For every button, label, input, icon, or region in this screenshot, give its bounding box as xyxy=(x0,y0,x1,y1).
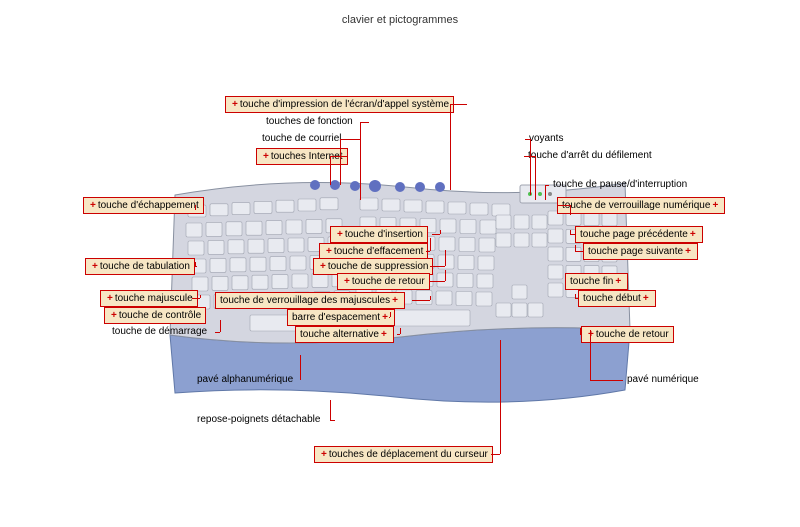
label-courriel: touche de courriel xyxy=(258,131,346,146)
label-fin: touche fin+ xyxy=(565,273,628,290)
label-impression: +touche d'impression de l'écran/d'appel … xyxy=(225,96,454,113)
label-echappement: +touche d'échappement xyxy=(83,197,204,214)
label-verrou_maj: touche de verrouillage des majuscules+ xyxy=(215,292,405,309)
label-verrou_num: touche de verrouillage numérique+ xyxy=(557,197,725,214)
page-title: clavier et pictogrammes xyxy=(0,14,800,26)
label-debut: touche début+ xyxy=(578,290,656,307)
label-insertion: +touche d'insertion xyxy=(330,226,428,243)
label-controle: +touche de contrôle xyxy=(104,307,206,324)
label-curseur: +touches de déplacement du curseur xyxy=(314,446,493,463)
label-alternative: touche alternative+ xyxy=(295,326,394,343)
label-retour2: +touche de retour xyxy=(581,326,674,343)
label-repose: repose-poignets détachable xyxy=(193,412,324,427)
label-pave_num: pavé numérique xyxy=(623,372,703,387)
label-espace: barre d'espacement+ xyxy=(287,309,395,326)
label-pave_alpha: pavé alphanumérique xyxy=(193,372,297,387)
label-retour: +touche de retour xyxy=(337,273,430,290)
label-demarrage: touche de démarrage xyxy=(108,324,211,339)
label-voyants: voyants xyxy=(525,131,567,146)
label-tabulation: +touche de tabulation xyxy=(85,258,195,275)
label-arret_defilement: touche d'arrêt du défilement xyxy=(524,148,656,163)
label-majuscule: +touche majuscule xyxy=(100,290,198,307)
label-fonction: touches de fonction xyxy=(262,114,357,129)
label-page_suiv: touche page suivante+ xyxy=(583,243,698,260)
label-page_prec: touche page précédente+ xyxy=(575,226,703,243)
label-pause: touche de pause/d'interruption xyxy=(549,177,691,192)
